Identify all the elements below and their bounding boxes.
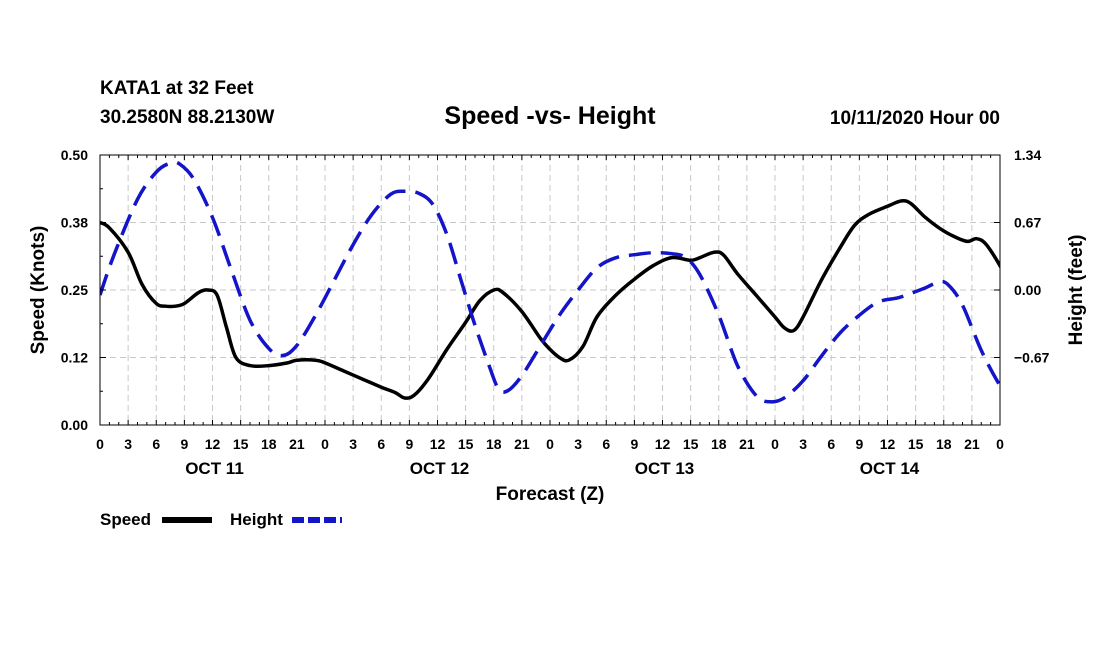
x-tick-label: 6 [152,436,160,452]
x-tick-label: 21 [514,436,530,452]
x-tick-label: 15 [233,436,249,452]
grid-lines [100,155,1000,425]
speed-series-line [100,199,1000,400]
x-tick-label: 0 [996,436,1004,452]
day-label: OCT 14 [860,459,920,478]
legend-speed-label: Speed [100,510,151,529]
x-tick-label: 21 [289,436,305,452]
x-tick-label: 18 [486,436,502,452]
x-tick-label: 3 [124,436,132,452]
y-right-tick-label: 1.34 [1014,147,1041,163]
x-tick-label: 6 [827,436,835,452]
axis-tick-labels: 0 3 6 9 12 15 18 21 0 3 6 9 12 15 18 21 0 3 6 9 12 15 18 21 0 3 6 9… [61,147,1050,478]
y-left-tick-label: 0.50 [61,147,88,163]
x-tick-label: 15 [458,436,474,452]
x-tick-label: 21 [739,436,755,452]
x-tick-label: 0 [771,436,779,452]
x-tick-label: 21 [964,436,980,452]
x-tick-label: 6 [602,436,610,452]
legend: Speed Height [100,510,342,529]
height-series-line [100,160,1000,404]
x-tick-label: 0 [321,436,329,452]
x-tick-label: 9 [180,436,188,452]
x-tick-label: 3 [574,436,582,452]
y-left-tick-label: 0.12 [61,350,88,366]
y-left-tick-label: 0.00 [61,417,88,433]
y-right-tick-label: 0.67 [1014,215,1041,231]
axis-ticks [99,154,1001,426]
chart-title: Speed -vs- Height [444,102,656,130]
x-tick-label: 12 [880,436,896,452]
x-tick-label: 12 [205,436,221,452]
y-left-tick-label: 0.38 [61,215,88,231]
y-axis-left-label: Speed (Knots) [28,226,49,355]
x-tick-label: 0 [96,436,104,452]
series-lines [100,160,1000,404]
x-tick-label: 3 [349,436,357,452]
x-tick-label: 15 [683,436,699,452]
x-tick-label: 18 [711,436,727,452]
legend-height-label: Height [230,510,283,529]
coords-label: 30.2580N 88.2130W [100,107,274,128]
station-label: KATA1 at 32 Feet [100,78,254,99]
y-right-tick-label: 0.00 [1014,282,1041,298]
y-axis-right-label: Height (feet) [1066,235,1087,346]
x-tick-label: 0 [546,436,554,452]
x-axis-label: Forecast (Z) [496,484,605,505]
x-tick-label: 12 [430,436,446,452]
y-left-tick-label: 0.25 [61,282,88,298]
datetime-label: 10/11/2020 Hour 00 [830,108,1000,129]
x-tick-label: 9 [630,436,638,452]
y-right-tick-label: −0.67 [1014,350,1050,366]
day-label: OCT 11 [185,459,244,478]
day-label: OCT 12 [410,459,470,478]
x-tick-label: 15 [908,436,924,452]
x-tick-label: 6 [377,436,385,452]
x-tick-label: 18 [261,436,277,452]
x-tick-label: 9 [405,436,413,452]
x-tick-label: 9 [855,436,863,452]
x-tick-label: 18 [936,436,952,452]
x-tick-label: 12 [655,436,671,452]
x-tick-label: 3 [799,436,807,452]
day-label: OCT 13 [635,459,695,478]
